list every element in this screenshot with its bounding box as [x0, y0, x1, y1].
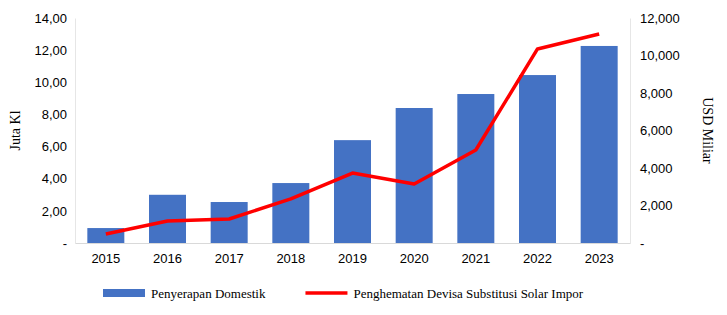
line [106, 34, 599, 234]
tick-label: 14,00 [34, 11, 67, 26]
legend-item: Penghematan Devisa Substitusi Solar Impo… [305, 286, 583, 301]
tick-label: 10,000 [640, 48, 680, 63]
x-tick: 2015 [91, 243, 120, 266]
y2-axis: - 2,000 4,000 6,000 8,000 10,000 12,000 [630, 11, 680, 251]
chart: - 2,00 4,00 6,00 8,00 10,00 12,00 14,00 - 2,000 4,… [0, 0, 727, 315]
tick-label: 8,000 [640, 86, 673, 101]
tick: 2,00 [42, 204, 75, 219]
tick-label: 6,00 [42, 139, 67, 154]
tick-label: 12,000 [640, 11, 680, 26]
tick: 8,000 [630, 86, 673, 101]
tick: 6,00 [42, 139, 75, 154]
marks [87, 34, 617, 243]
tick: 12,00 [34, 43, 75, 58]
tick-label: 8,00 [42, 107, 67, 122]
x-tick-label: 2021 [461, 251, 490, 266]
y-axis: - 2,00 4,00 6,00 8,00 10,00 12,00 14,00 [34, 11, 75, 251]
x-axis-line [76, 243, 631, 244]
x-tick-label: 2022 [523, 251, 552, 266]
x-tick: 2019 [338, 243, 367, 266]
tick: 10,00 [34, 75, 75, 90]
x-tick: 2016 [153, 243, 182, 266]
y2ticks-axis-line [630, 19, 631, 244]
x-tick-label: 2020 [400, 251, 429, 266]
bar [334, 140, 371, 243]
y-axis-title: Juta Kl [8, 110, 23, 150]
x-tick: 2022 [523, 243, 552, 266]
tick: 14,00 [34, 11, 75, 26]
tick-label: 2,00 [42, 204, 67, 219]
x-tick-label: 2023 [585, 251, 614, 266]
tick: 6,000 [630, 123, 673, 138]
legend-swatch [103, 289, 145, 297]
tick-label: 2,000 [640, 198, 673, 213]
bar-series [87, 46, 617, 243]
x-axis: 2015 2016 2017 2018 2019 2020 2021 2022 2023 [76, 243, 631, 266]
x-tick-label: 2017 [215, 251, 244, 266]
x-tick: 2021 [461, 243, 490, 266]
tick-label: 4,00 [42, 171, 67, 186]
plot-area: - 2,00 4,00 6,00 8,00 10,00 12,00 14,00 - 2,000 4,… [34, 11, 679, 267]
x-tick: 2020 [400, 243, 429, 266]
legend-label: Penghematan Devisa Substitusi Solar Impo… [353, 286, 583, 301]
y2-axis-title: USD Miliar [700, 97, 715, 164]
tick: 2,000 [630, 198, 673, 213]
legend-item: Penyerapan Domestik [103, 286, 266, 301]
tick: 4,000 [630, 161, 673, 176]
yticks-axis-line [75, 19, 76, 244]
bar [211, 202, 248, 243]
x-tick: 2023 [585, 243, 614, 266]
tick: 10,000 [630, 48, 680, 63]
tick-label: 6,000 [640, 123, 673, 138]
x-tick-label: 2019 [338, 251, 367, 266]
bar [519, 75, 556, 243]
tick-label: 10,00 [34, 75, 67, 90]
legend-label: Penyerapan Domestik [151, 286, 266, 301]
tick-label: - [640, 236, 644, 251]
tick-label: 12,00 [34, 43, 67, 58]
tick: - [630, 236, 644, 251]
legend: Penyerapan Domestik Penghematan Devisa Su… [103, 286, 584, 301]
tick: 8,00 [42, 107, 75, 122]
tick: 12,000 [630, 11, 680, 26]
x-tick: 2018 [276, 243, 305, 266]
x-tick: 2017 [215, 243, 244, 266]
bar [581, 46, 618, 243]
legend-swatch [305, 291, 347, 295]
x-tick-label: 2016 [153, 251, 182, 266]
tick-label: 4,000 [640, 161, 673, 176]
tick: - [63, 236, 75, 251]
tick-label: - [63, 236, 67, 251]
tick: 4,00 [42, 171, 75, 186]
bar [457, 94, 494, 243]
x-tick-label: 2018 [276, 251, 305, 266]
x-tick-label: 2015 [91, 251, 120, 266]
